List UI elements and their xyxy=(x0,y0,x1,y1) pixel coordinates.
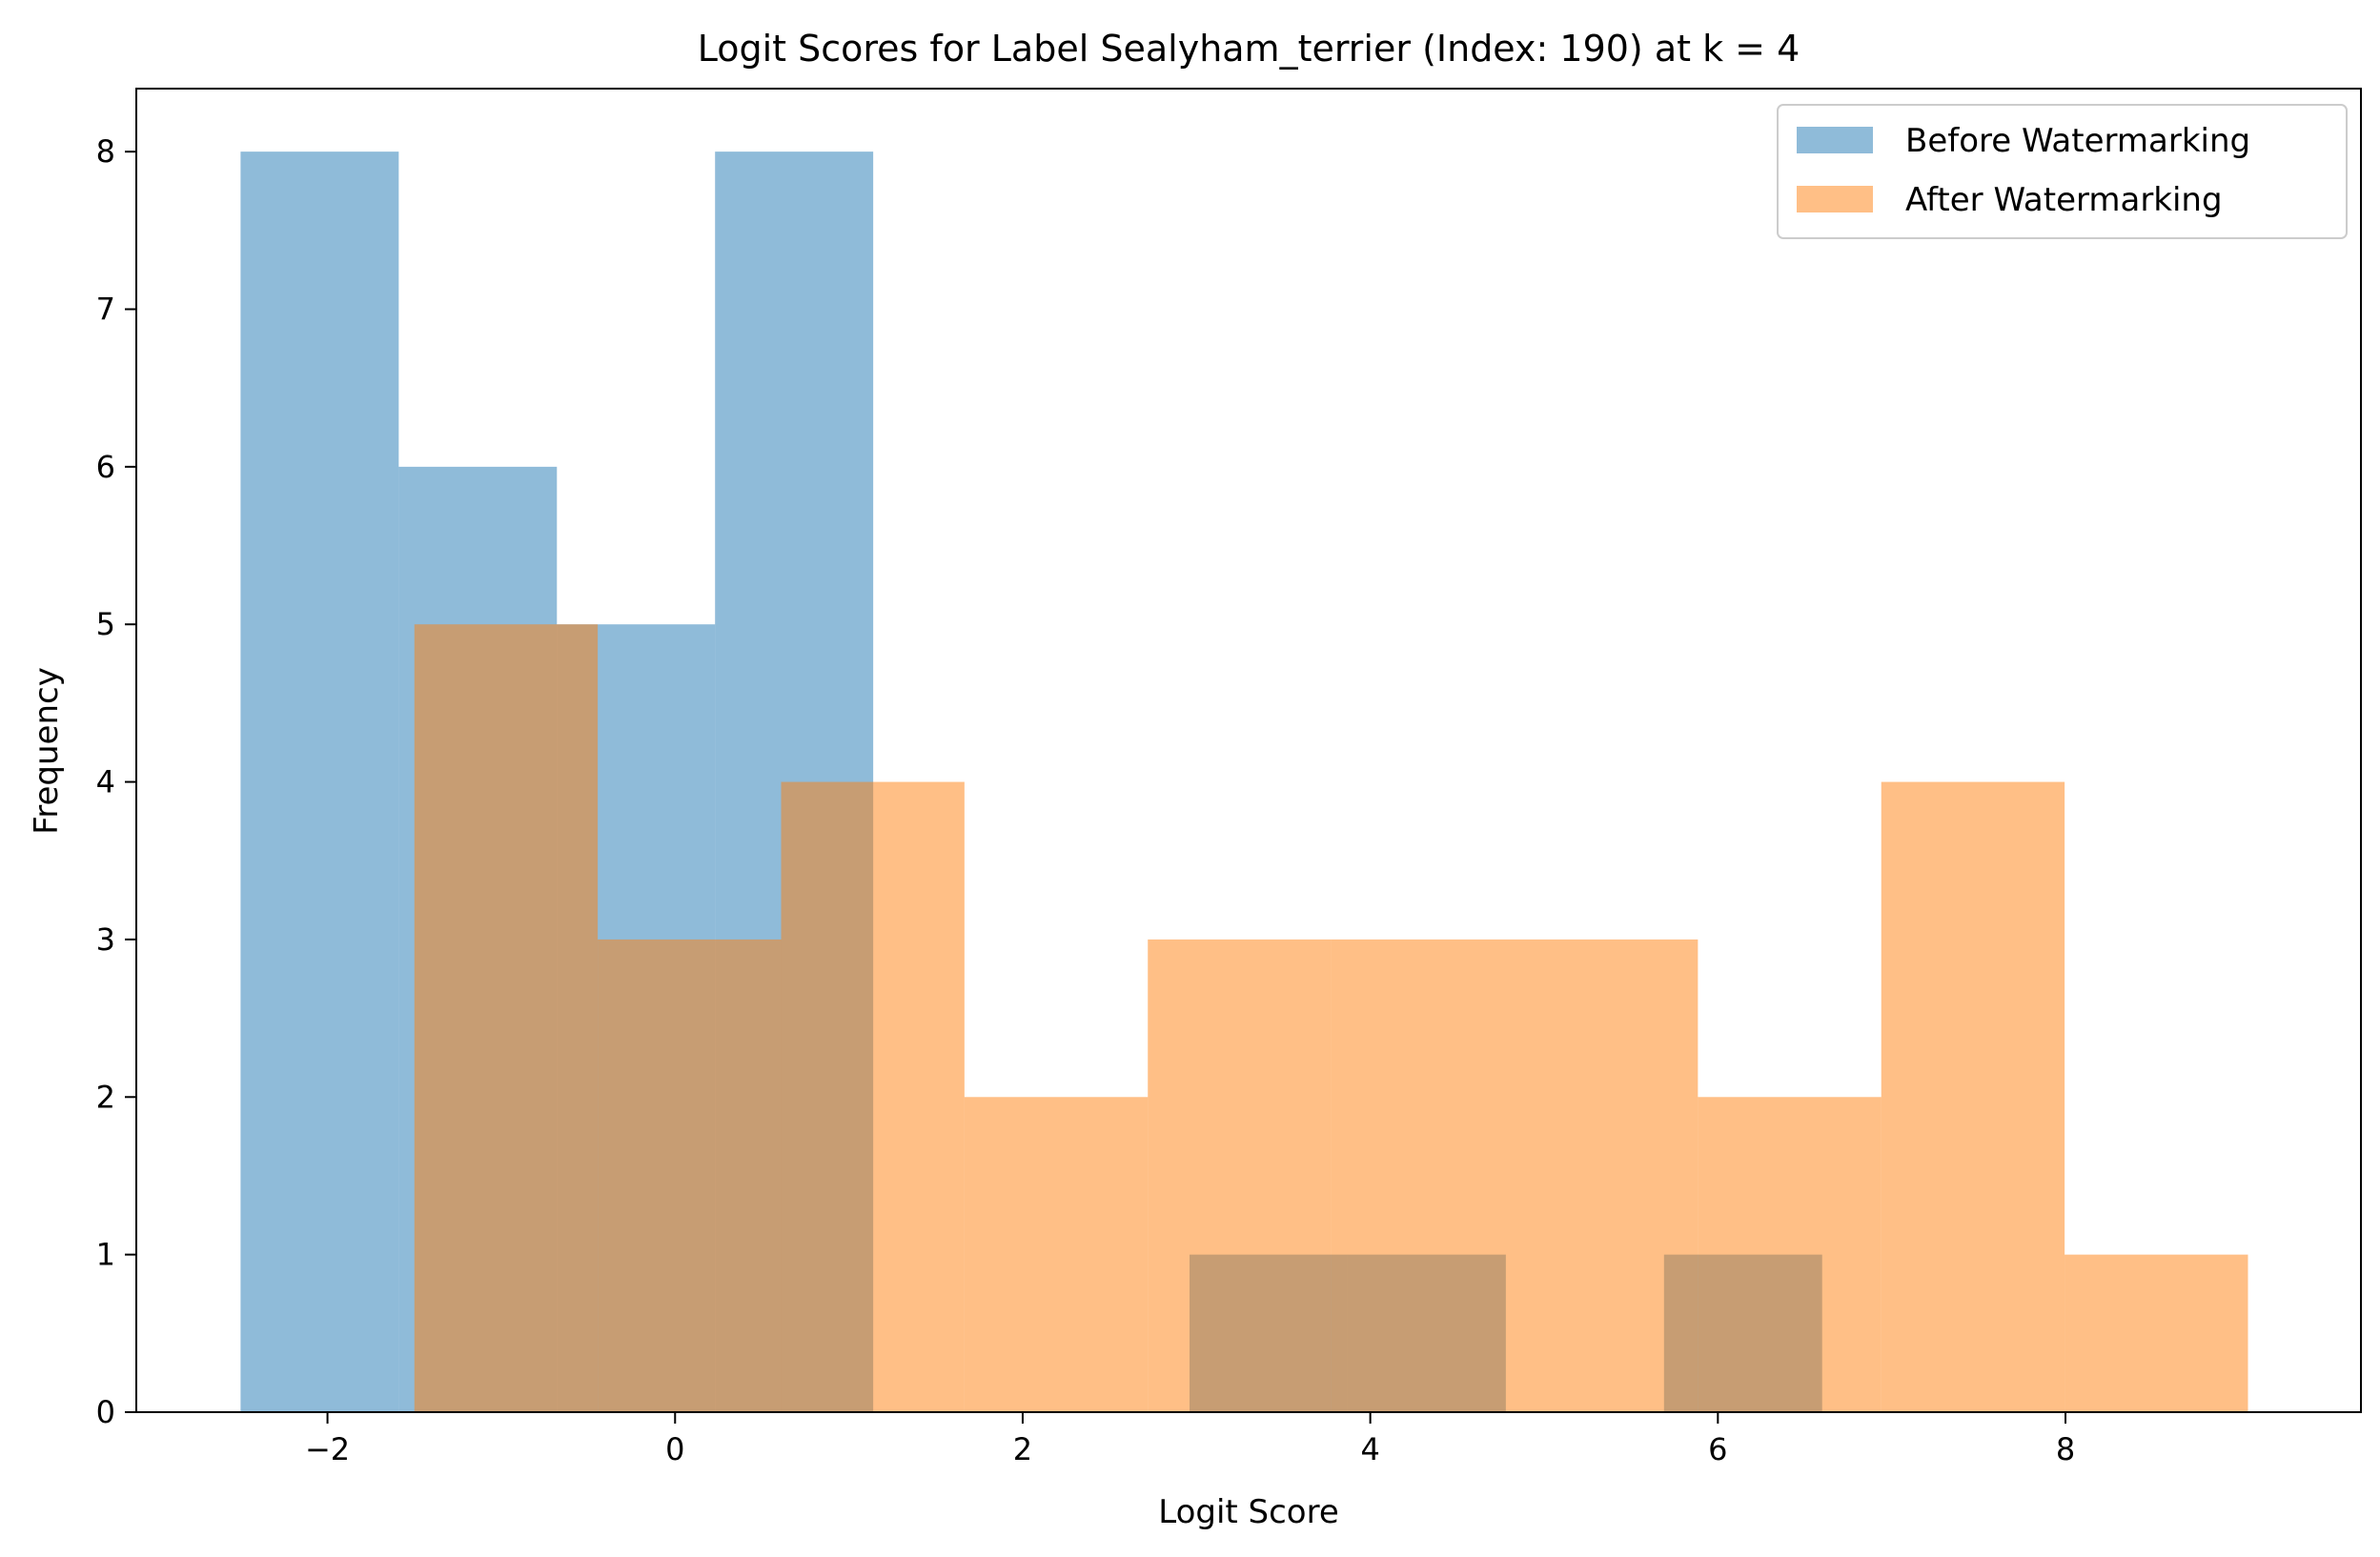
y-tick-label: 7 xyxy=(96,292,115,328)
legend-swatch-series2 xyxy=(1797,186,1873,212)
histogram-bar-series2-bin1 xyxy=(414,624,599,1412)
bars-layer xyxy=(240,152,2248,1413)
y-tick-label: 4 xyxy=(96,764,115,800)
y-axis-ticks: 0 1 2 3 4 5 6 7 8 xyxy=(96,133,136,1430)
histogram-bar-series2-bin7 xyxy=(1514,939,1699,1412)
histogram-bar-series2-bin3 xyxy=(781,781,965,1412)
y-tick-label: 3 xyxy=(96,921,115,958)
histogram-bar-series2-bin5 xyxy=(1148,939,1332,1412)
histogram-bar-series1-bin1 xyxy=(240,152,399,1413)
histogram-bar-series2-bin6 xyxy=(1331,939,1515,1412)
chart-title: Logit Scores for Label Sealyham_terrier … xyxy=(698,28,1800,70)
y-tick-label: 8 xyxy=(96,133,115,170)
histogram-bar-series2-bin2 xyxy=(598,939,782,1412)
y-tick-label: 5 xyxy=(96,606,115,642)
legend-label-series2: After Watermarking xyxy=(1905,181,2223,219)
legend-swatch-series1 xyxy=(1797,127,1873,153)
x-tick-label: 8 xyxy=(2056,1431,2075,1467)
y-tick-label: 6 xyxy=(96,449,115,485)
histogram-bar-series2-bin10 xyxy=(2065,1254,2248,1412)
x-tick-label: 6 xyxy=(1708,1431,1727,1467)
y-tick-label: 0 xyxy=(96,1394,115,1430)
legend-box xyxy=(1777,104,2348,239)
x-axis-label: Logit Score xyxy=(1158,1493,1339,1531)
x-tick-label: −2 xyxy=(305,1431,350,1467)
histogram-bar-series2-bin4 xyxy=(964,1097,1149,1412)
x-tick-label: 2 xyxy=(1013,1431,1032,1467)
y-axis-label: Frequency xyxy=(28,667,66,835)
y-tick-label: 2 xyxy=(96,1079,115,1115)
x-tick-label: 4 xyxy=(1360,1431,1379,1467)
x-axis-ticks: −2 0 2 4 6 8 xyxy=(305,1412,2075,1467)
y-tick-label: 1 xyxy=(96,1237,115,1273)
legend: Before Watermarking After Watermarking xyxy=(1777,104,2348,239)
histogram-bar-series2-bin9 xyxy=(1881,781,2065,1412)
legend-label-series1: Before Watermarking xyxy=(1905,122,2250,160)
plot-frame xyxy=(135,88,2362,1413)
x-tick-label: 0 xyxy=(665,1431,684,1467)
histogram-bar-series2-bin8 xyxy=(1698,1097,1882,1412)
